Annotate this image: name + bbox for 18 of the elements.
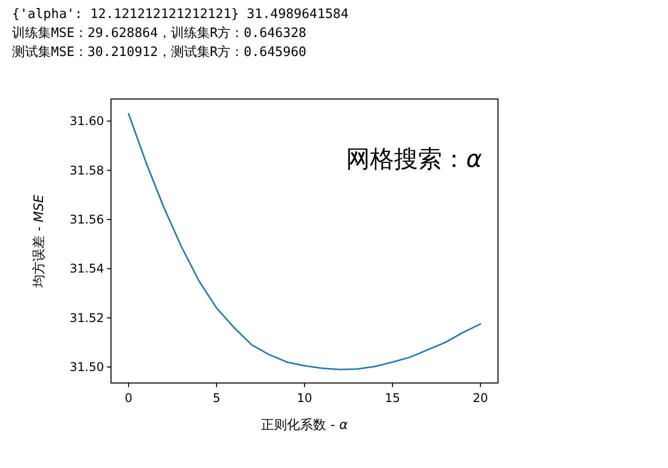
x-tick-label: 5 (212, 391, 220, 405)
text: 网格搜索：α (346, 145, 482, 173)
y-axis-title: 均方误差 - MSE (31, 194, 47, 288)
text: {'alpha': 12.121212121212121} 31.4989641584 (12, 7, 349, 22)
text: 训练集MSE：29.628864，训练集R方：0.646328 (12, 25, 306, 41)
y-tick-label: 31.56 (70, 212, 104, 226)
y-tick-label: 31.54 (70, 262, 104, 276)
x-axis-title: 正则化系数 - α (261, 418, 348, 433)
x-tick-label: 15 (384, 391, 400, 405)
y-tick-label: 31.58 (70, 163, 104, 178)
text: 测试集MSE：30.210912，测试集R方：0.645960 (12, 44, 306, 60)
x-tick-label: 20 (472, 391, 488, 405)
y-tick-label: 31.52 (70, 310, 104, 325)
x-tick-label: 0 (124, 391, 132, 405)
line-series (128, 113, 482, 370)
x-tick-label: 10 (296, 391, 312, 405)
y-tick-label: 31.60 (70, 114, 104, 128)
y-tick-label: 31.50 (70, 360, 104, 374)
